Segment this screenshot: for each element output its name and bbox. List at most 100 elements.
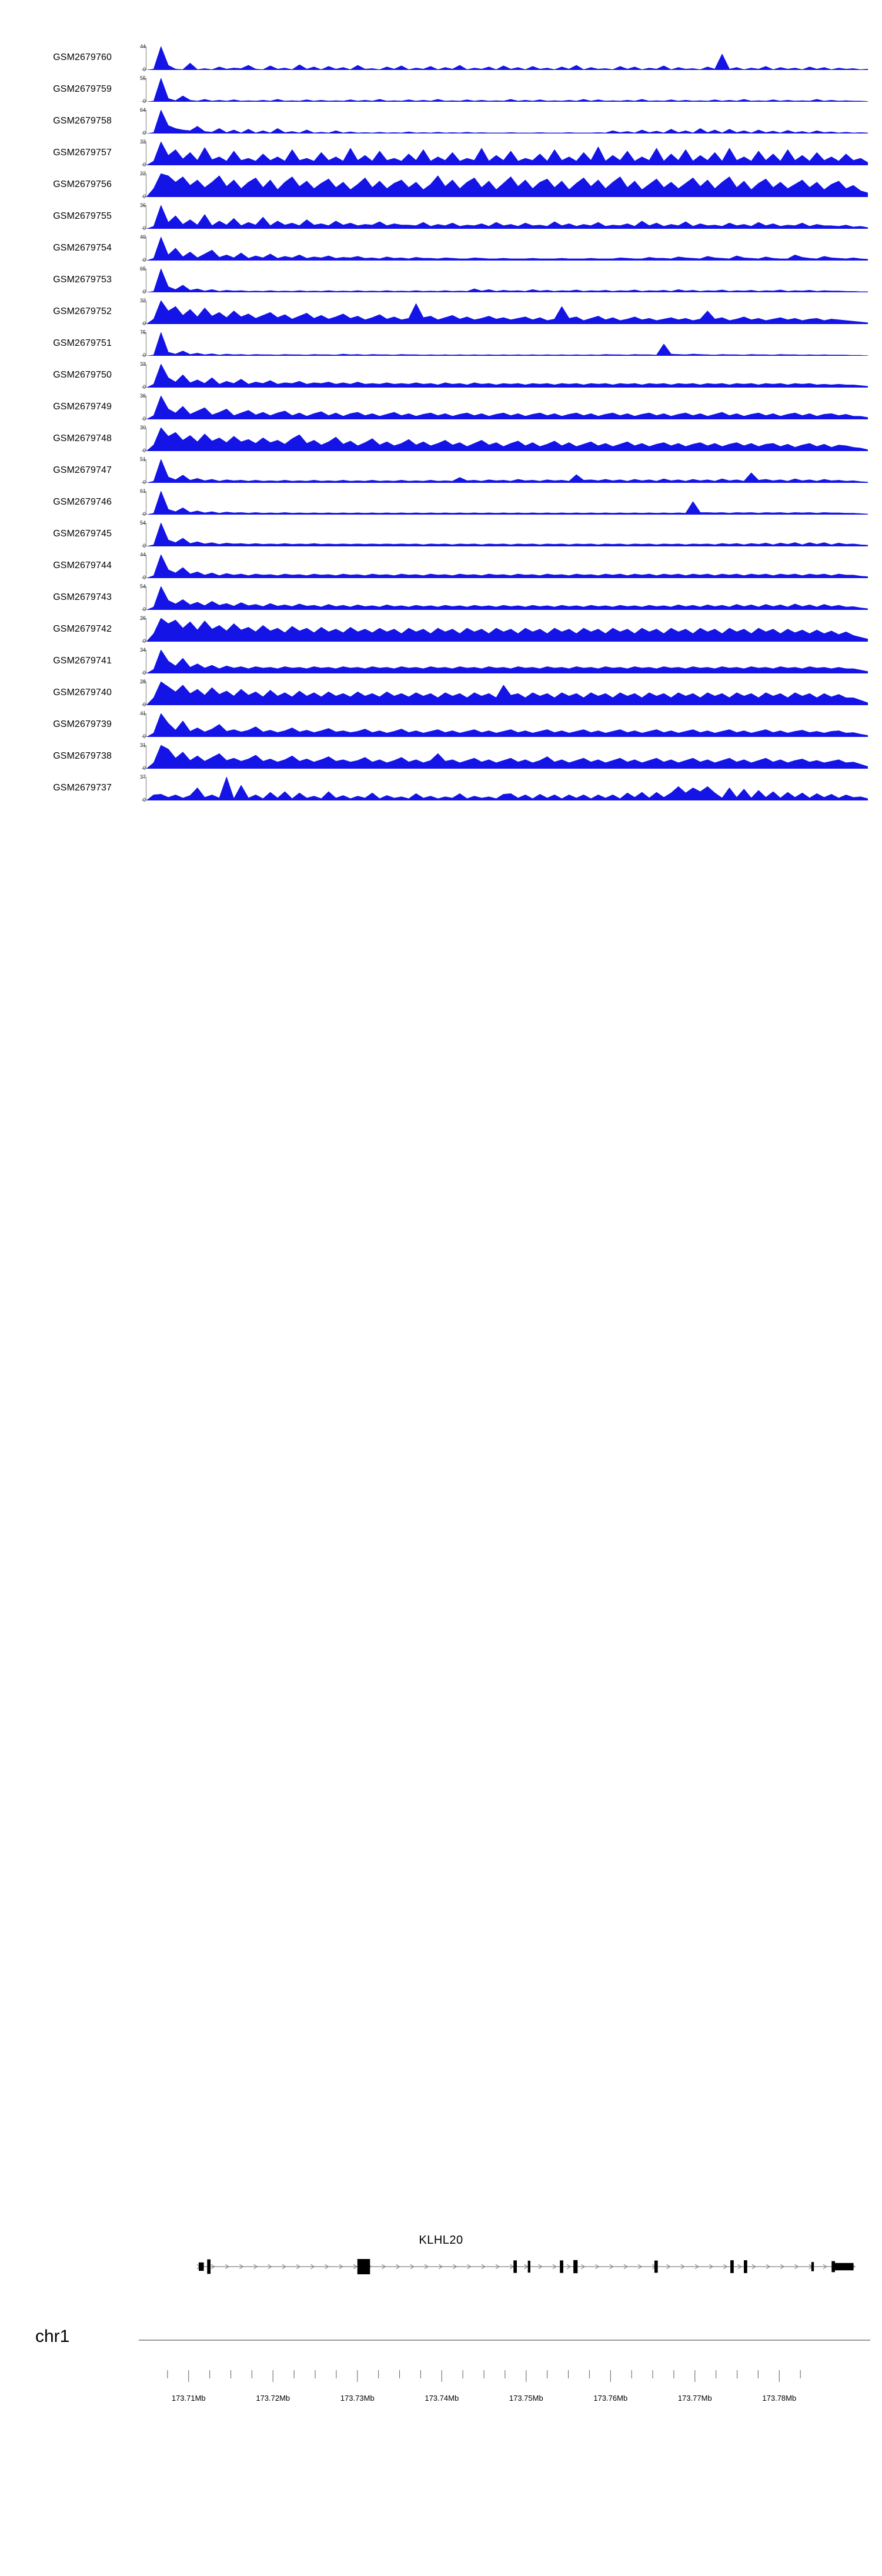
coordinate-ruler-panel: chr1 173.71Mb 173.72Mb 173.73Mb 173.74Mb 173… (0, 2311, 882, 2441)
coverage-track[interactable]: GSM2679755360 (0, 201, 882, 233)
track-sample-label: GSM2679741 (53, 656, 112, 666)
track-axis-tick-top (142, 491, 146, 492)
track-sample-label: GSM2679739 (53, 719, 112, 729)
coverage-area-plot[interactable] (146, 332, 868, 356)
track-axis-tick-bottom (142, 355, 146, 356)
coverage-track[interactable]: GSM2679753650 (0, 265, 882, 296)
coverage-area-plot[interactable] (146, 491, 868, 515)
track-axis-tick-bottom (142, 260, 146, 261)
coverage-track[interactable]: GSM2679758640 (0, 106, 882, 138)
track-axis-tick-bottom (142, 736, 146, 737)
track-axis-tick-bottom (142, 768, 146, 769)
track-sample-label: GSM2679756 (53, 179, 112, 189)
coverage-area-plot[interactable] (146, 555, 868, 578)
coverage-area-plot[interactable] (146, 618, 868, 642)
coverage-area-plot[interactable] (146, 682, 868, 705)
track-axis-tick-top (142, 110, 146, 111)
coverage-area-plot[interactable] (146, 237, 868, 261)
track-sample-label: GSM2679744 (53, 560, 112, 570)
coverage-area-plot[interactable] (146, 205, 868, 229)
coverage-track[interactable]: GSM2679745540 (0, 519, 882, 550)
track-axis-tick-bottom (142, 196, 146, 197)
ruler-tick-label: 173.71Mb (171, 2394, 206, 2403)
coverage-area-plot[interactable] (146, 173, 868, 197)
track-axis-tick-top (142, 364, 146, 365)
ruler-baseline (139, 2340, 870, 2341)
gene-annotation-panel: KLHL20 (0, 2229, 882, 2294)
track-axis-tick-bottom (142, 228, 146, 229)
gene-name-label: KLHL20 (419, 2234, 463, 2247)
track-sample-label: GSM2679747 (53, 465, 112, 475)
track-axis-tick-top (142, 777, 146, 778)
coverage-area-plot[interactable] (146, 364, 868, 388)
track-sample-label: GSM2679738 (53, 751, 112, 761)
track-sample-label: GSM2679750 (53, 370, 112, 380)
track-axis-tick-top (142, 237, 146, 238)
track-axis-tick-top (142, 459, 146, 460)
ruler-tick-label: 173.78Mb (762, 2394, 797, 2403)
track-sample-label: GSM2679745 (53, 529, 112, 539)
coverage-track[interactable]: GSM2679750330 (0, 360, 882, 392)
coverage-area-plot[interactable] (146, 301, 868, 324)
coverage-track[interactable]: GSM2679752320 (0, 296, 882, 328)
ruler-tick-labels: 173.71Mb 173.72Mb 173.73Mb 173.74Mb 173.75Mb… (0, 2394, 882, 2408)
coverage-area-plot[interactable] (146, 396, 868, 419)
track-sample-label: GSM2679749 (53, 402, 112, 412)
coverage-area-plot[interactable] (146, 777, 868, 800)
gene-model-diagram[interactable] (0, 2251, 882, 2278)
coverage-track[interactable]: GSM2679748300 (0, 423, 882, 455)
coverage-area-plot[interactable] (146, 523, 868, 546)
coverage-track[interactable]: GSM2679746610 (0, 487, 882, 519)
coverage-track[interactable]: GSM2679756220 (0, 169, 882, 201)
coverage-track[interactable]: GSM2679743540 (0, 582, 882, 614)
coverage-track[interactable]: GSM2679740280 (0, 678, 882, 709)
track-sample-label: GSM2679743 (53, 592, 112, 602)
coverage-track[interactable]: GSM2679759550 (0, 74, 882, 106)
coverage-area-plot[interactable] (146, 459, 868, 483)
coverage-track[interactable]: GSM2679757330 (0, 138, 882, 169)
coverage-track[interactable]: GSM2679742260 (0, 614, 882, 646)
coverage-track[interactable]: GSM2679754490 (0, 233, 882, 265)
track-axis-tick-top (142, 78, 146, 79)
track-axis-tick-top (142, 205, 146, 206)
coverage-area-plot[interactable] (146, 142, 868, 165)
track-axis-tick-bottom (142, 69, 146, 70)
coverage-area-plot[interactable] (146, 428, 868, 451)
coverage-track[interactable]: GSM2679739410 (0, 709, 882, 741)
track-axis-tick-bottom (142, 101, 146, 102)
coverage-track[interactable]: GSM2679751750 (0, 328, 882, 360)
coverage-area-plot[interactable] (146, 713, 868, 737)
ruler-tick-label: 173.74Mb (425, 2394, 459, 2403)
track-axis-tick-bottom (142, 482, 146, 483)
coverage-track[interactable]: GSM2679760440 (0, 42, 882, 74)
track-axis-tick-bottom (142, 609, 146, 610)
track-axis-tick-top (142, 586, 146, 587)
coverage-track[interactable]: GSM2679737370 (0, 773, 882, 805)
coverage-track[interactable]: GSM2679744440 (0, 550, 882, 582)
coverage-track[interactable]: GSM2679741340 (0, 646, 882, 678)
track-sample-label: GSM2679759 (53, 84, 112, 94)
track-axis-tick-top (142, 618, 146, 619)
ruler-tick-label: 173.73Mb (340, 2394, 375, 2403)
track-sample-label: GSM2679760 (53, 52, 112, 62)
ruler-ticks (0, 2370, 882, 2394)
coverage-area-plot[interactable] (146, 745, 868, 769)
coverage-track[interactable]: GSM2679738310 (0, 741, 882, 773)
track-axis-tick-top (142, 46, 146, 47)
coverage-area-plot[interactable] (146, 650, 868, 673)
track-axis-tick-bottom (142, 133, 146, 134)
track-axis-tick-bottom (142, 514, 146, 515)
coverage-area-plot[interactable] (146, 586, 868, 610)
coverage-area-plot[interactable] (146, 46, 868, 70)
track-sample-label: GSM2679737 (53, 783, 112, 793)
track-axis-tick-top (142, 332, 146, 333)
track-sample-label: GSM2679742 (53, 624, 112, 634)
coverage-area-plot[interactable] (146, 269, 868, 292)
coverage-area-plot[interactable] (146, 78, 868, 102)
coverage-track[interactable]: GSM2679747510 (0, 455, 882, 487)
track-sample-label: GSM2679755 (53, 211, 112, 221)
coverage-track[interactable]: GSM2679749360 (0, 392, 882, 423)
ruler-tick-label: 173.76Mb (593, 2394, 628, 2403)
coverage-area-plot[interactable] (146, 110, 868, 134)
